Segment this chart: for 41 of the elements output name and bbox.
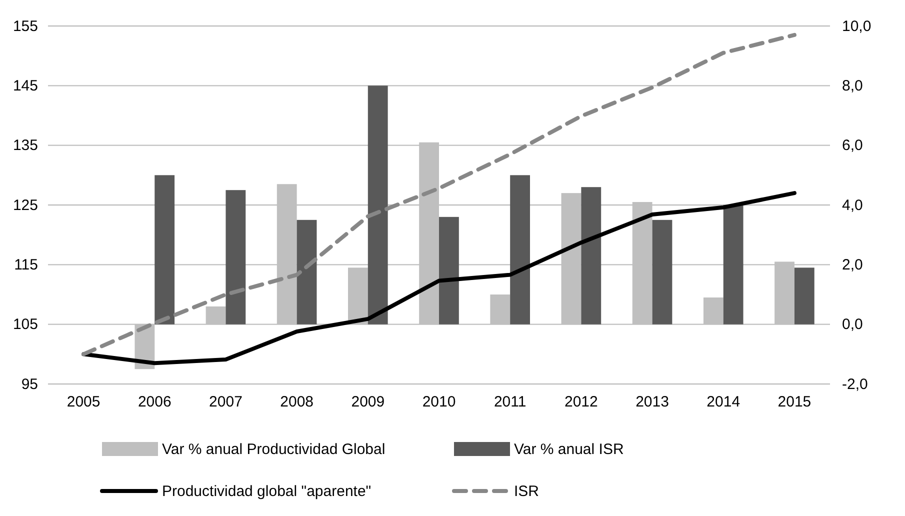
- line-series: [82, 32, 796, 356]
- bar: [581, 187, 602, 324]
- bar: [226, 190, 246, 324]
- y2-tick-label: 0,0: [842, 316, 863, 334]
- y-tick-label: 125: [12, 196, 38, 214]
- legend-label: ISR: [514, 483, 540, 500]
- bar: [794, 268, 814, 324]
- x-tick-label: 2012: [564, 394, 598, 411]
- y-tick-label: 95: [21, 376, 38, 393]
- x-tick-label: 2013: [636, 394, 669, 411]
- y-tick-label: 155: [12, 18, 38, 35]
- y2-tick-label: 10,0: [842, 18, 872, 35]
- y2-tick-label: 2,0: [842, 256, 863, 274]
- y-tick-label: 145: [12, 77, 38, 94]
- y2-tick-label: 8,0: [842, 77, 863, 94]
- legend-label: Productividad global "aparente": [162, 483, 372, 500]
- line-series: [82, 191, 796, 366]
- x-tick-label: 2015: [778, 394, 812, 411]
- y2-tick-label: 6,0: [842, 137, 863, 154]
- y-tick-label: 105: [12, 316, 38, 334]
- x-tick-label: 2014: [706, 394, 740, 411]
- legend-label: Var % anual Productividad Global: [162, 441, 386, 458]
- bar: [652, 220, 672, 324]
- x-tick-label: 2010: [422, 394, 456, 411]
- bar: [368, 86, 388, 324]
- y2-tick-label: 4,0: [842, 196, 863, 214]
- x-tick-label: 2007: [209, 394, 242, 411]
- x-tick-label: 2006: [138, 394, 172, 411]
- x-tick-label: 2011: [494, 394, 526, 411]
- legend-label: Var % anual ISR: [514, 441, 624, 458]
- bar: [510, 175, 530, 324]
- y-tick-label: 115: [14, 256, 38, 274]
- y-tick-label: 135: [12, 137, 38, 154]
- bar: [723, 205, 744, 324]
- bar: [154, 175, 175, 324]
- bar: [439, 216, 459, 324]
- y2-tick-label: -2,0: [842, 376, 868, 393]
- bar: [296, 220, 317, 324]
- x-tick-label: 2009: [351, 394, 385, 411]
- x-tick-label: 2008: [280, 394, 314, 411]
- x-tick-label: 2005: [66, 394, 100, 411]
